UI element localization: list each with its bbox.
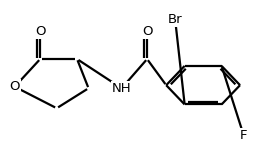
Text: NH: NH: [112, 82, 131, 95]
Text: Br: Br: [168, 13, 183, 26]
Text: O: O: [35, 25, 45, 38]
Text: O: O: [9, 80, 20, 93]
Text: O: O: [142, 25, 152, 38]
Text: F: F: [240, 129, 248, 142]
